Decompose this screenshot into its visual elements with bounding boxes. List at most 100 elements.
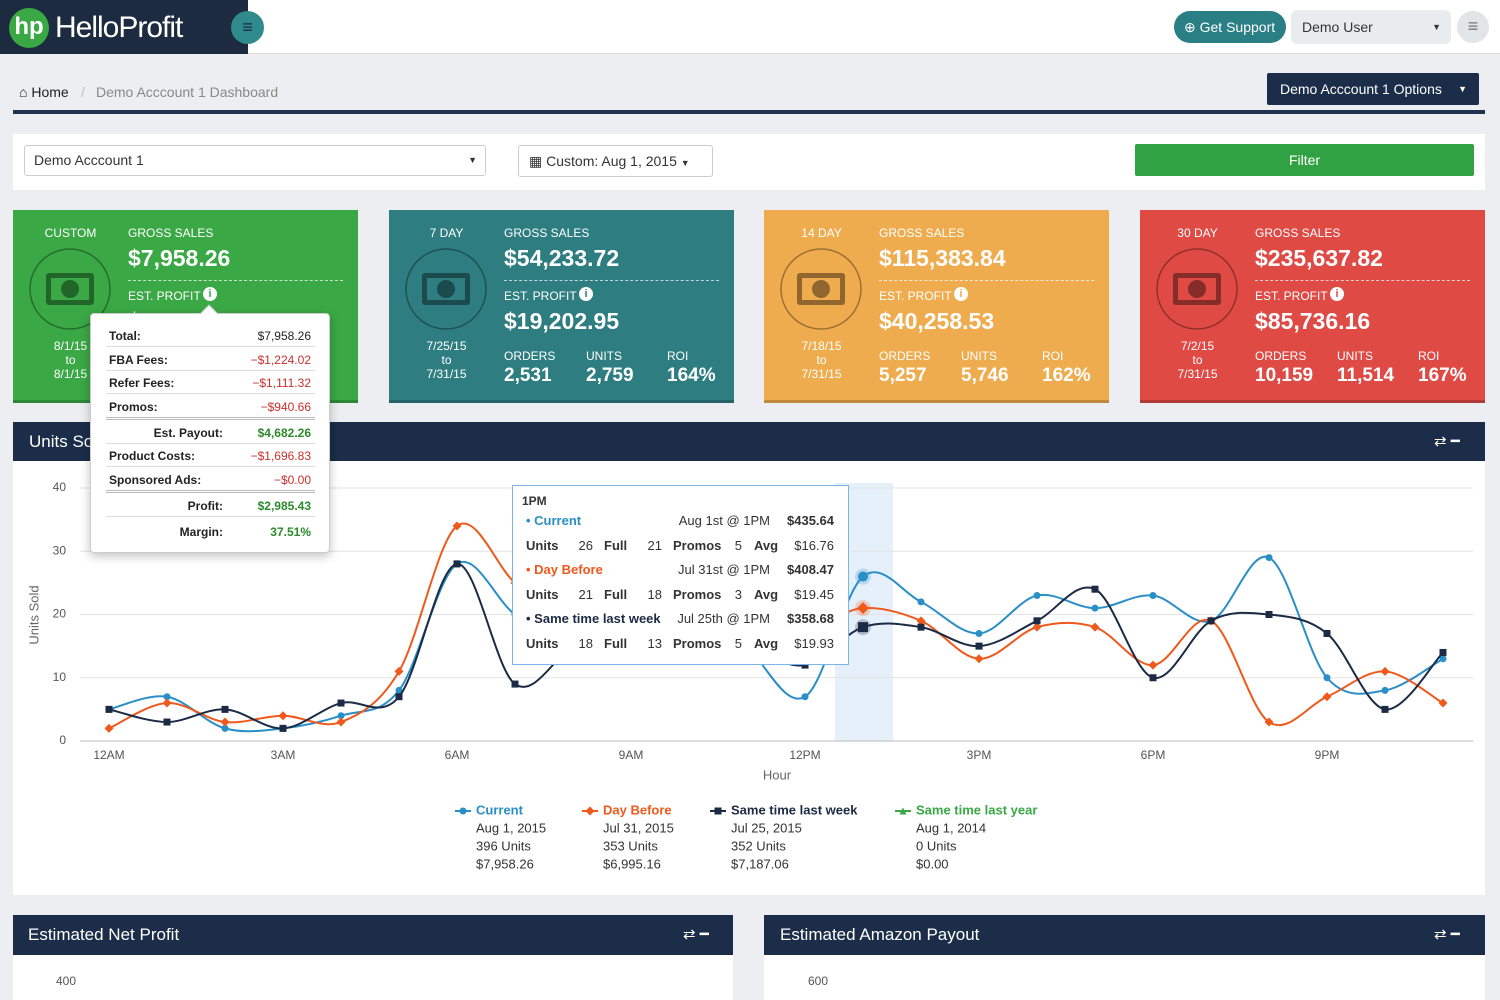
panel-controls[interactable]: ⇄ ━: [1434, 926, 1460, 943]
point: [337, 699, 345, 707]
legend-detail: 352 Units: [731, 838, 786, 853]
card-date: to: [1192, 353, 1203, 367]
popover-value: 37.51%: [270, 525, 311, 539]
point: [1033, 617, 1041, 625]
popover-label: Product Costs:: [109, 449, 196, 463]
card-date: to: [816, 353, 827, 367]
card-stat: 2,759: [586, 365, 634, 386]
legend-detail: 0 Units: [916, 838, 957, 853]
point: [1149, 592, 1157, 600]
card-period: 7 DAY: [429, 226, 464, 240]
popover-rule: [106, 417, 315, 420]
tooltip-date: Jul 31st @ 1PM: [678, 562, 770, 577]
card-stat: 5,746: [961, 365, 1009, 386]
point: [395, 686, 403, 694]
y-tick-label: 600: [808, 974, 829, 988]
card-stat-label: ORDERS: [504, 349, 556, 363]
legend-detail: Jul 31, 2015: [603, 820, 674, 835]
legend-detail: $7,187.06: [731, 856, 789, 871]
info-icon: i: [203, 287, 217, 301]
tooltip-full-label: Full: [604, 538, 628, 553]
point: [1264, 717, 1274, 727]
filter-button[interactable]: Filter: [1135, 144, 1474, 176]
icon-ring: [405, 248, 487, 330]
popover-rule: [106, 490, 315, 493]
point: [1149, 674, 1157, 682]
y-tick-label: 400: [56, 974, 77, 988]
popover-label: Promos:: [109, 400, 158, 414]
icon-bill-inner: [1178, 278, 1216, 300]
popover-rule: [106, 370, 315, 371]
legend-name: Day Before: [603, 802, 672, 817]
point: [1323, 629, 1331, 637]
card-profit-label: EST. PROFIT: [879, 289, 952, 303]
popover-rule: [106, 346, 315, 347]
x-tick-label: 3PM: [967, 748, 992, 762]
payout-header: [764, 915, 1485, 955]
card-date: 7/2/15: [1180, 339, 1215, 353]
card-stat-label: ROI: [1418, 349, 1440, 363]
tooltip-units-label: Units: [526, 538, 559, 553]
card-date: 8/1/15: [53, 367, 88, 381]
legend-name: Current: [476, 802, 524, 817]
card-stat-label: UNITS: [1337, 349, 1373, 363]
card-gross-label: GROSS SALES: [128, 226, 214, 240]
y-tick-label: 0: [59, 733, 66, 747]
point: [1381, 686, 1389, 694]
panel-controls[interactable]: ⇄ ━: [683, 926, 709, 943]
account-label: Demo Acccount 1: [34, 152, 144, 168]
point: [1439, 648, 1447, 656]
legend-detail: Aug 1, 2014: [916, 820, 986, 835]
panel-controls[interactable]: ⇄ ━: [1434, 433, 1460, 450]
card-profit-label: EST. PROFIT: [128, 289, 201, 303]
tooltip-avg-label: Avg: [754, 538, 779, 553]
card-gross: $54,233.72: [504, 245, 620, 271]
date-button[interactable]: ▦ Custom: Aug 1, 2015 ▼: [518, 145, 713, 177]
options-button[interactable]: Demo Acccount 1 Options ▼: [1267, 73, 1479, 105]
point: [1032, 622, 1042, 632]
point: [858, 571, 868, 582]
card-stat: 164%: [667, 365, 716, 386]
legend-detail: $7,958.26: [476, 856, 534, 871]
tooltip-full: 21: [647, 538, 662, 553]
support-button[interactable]: ⊕ Get Support: [1174, 11, 1286, 43]
filter-label: Filter: [1288, 152, 1321, 168]
tooltip-full: 13: [647, 636, 662, 651]
settings-menu[interactable]: ≡: [1457, 11, 1489, 43]
card-gross: $115,383.84: [879, 245, 1006, 271]
x-tick-label: 9PM: [1315, 748, 1340, 762]
point: [453, 560, 461, 568]
point: [220, 717, 230, 727]
user-select[interactable]: Demo User ▼: [1291, 10, 1451, 44]
series-name: Same time last week: [534, 611, 661, 626]
info-icon: i: [954, 287, 968, 301]
tooltip-promos: 5: [734, 538, 742, 553]
legend-detail: 396 Units: [476, 838, 531, 853]
tooltip-full: 18: [647, 587, 662, 602]
point: [105, 705, 113, 713]
point: [1265, 611, 1273, 618]
money-icon: [405, 248, 487, 330]
point: [163, 718, 171, 726]
point: [1438, 698, 1448, 708]
card-gross-label: GROSS SALES: [1255, 226, 1341, 240]
card-profit: $40,258.53: [879, 308, 995, 334]
point: [1091, 585, 1099, 593]
date-label: Custom: Aug 1, 2015: [546, 153, 677, 169]
point: [279, 724, 287, 732]
menu-toggle[interactable]: ≡: [231, 11, 264, 44]
tooltip-series: • Current: [526, 513, 582, 528]
tooltip-promos-label: Promos: [673, 587, 722, 602]
card-stat: 167%: [1418, 365, 1467, 386]
point: [899, 807, 907, 815]
point: [917, 623, 925, 631]
summary-card: [1140, 210, 1485, 403]
point: [1090, 622, 1100, 632]
breadcrumb-home[interactable]: ⌂ Home: [19, 84, 69, 100]
popover-label: Sponsored Ads:: [109, 473, 202, 487]
y-tick-label: 30: [53, 543, 67, 557]
card-profit: $85,736.16: [1255, 308, 1371, 334]
account-select[interactable]: Demo Acccount 1 ▼: [24, 145, 486, 176]
chart-tooltip: 1PM • Current Aug 1st @ 1PM $435.64 Units 26 F…: [512, 485, 849, 665]
x-tick-label: 6AM: [445, 748, 470, 762]
